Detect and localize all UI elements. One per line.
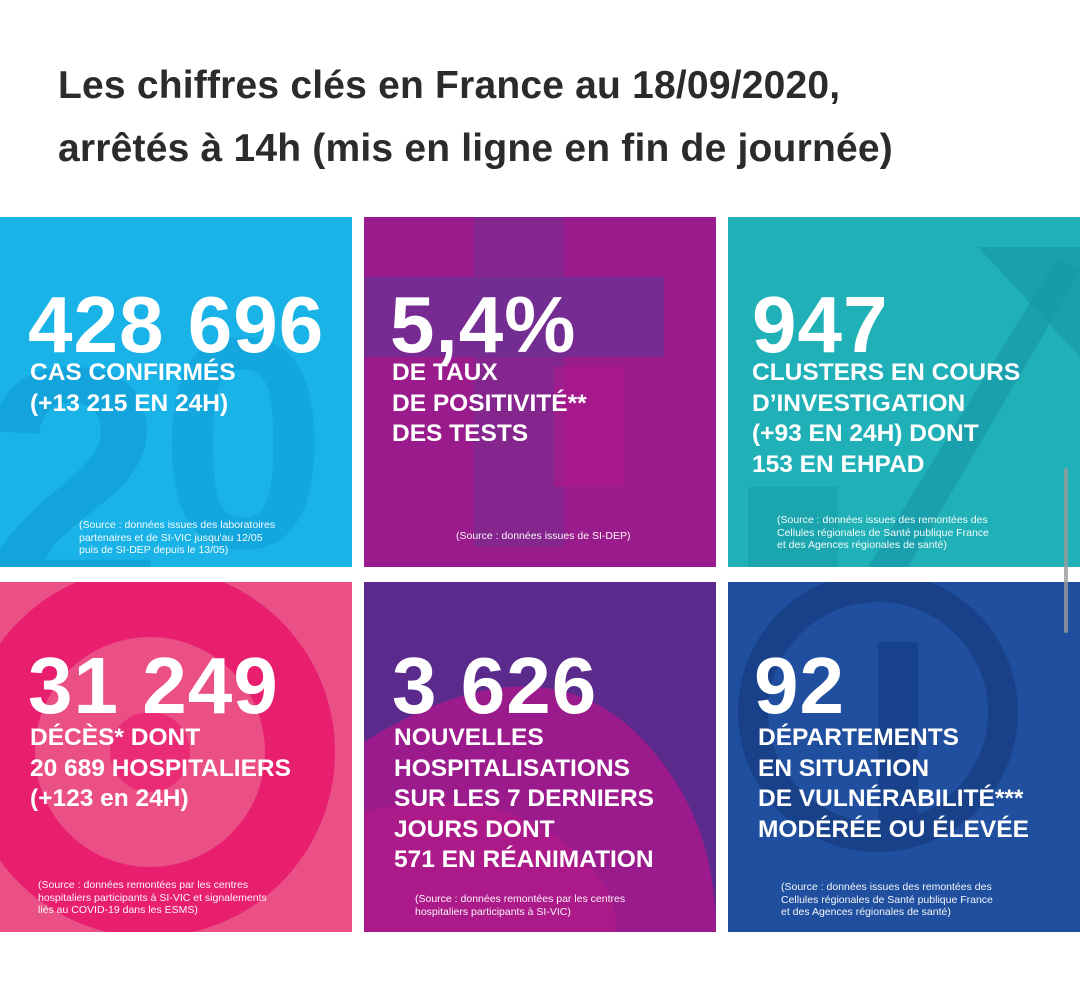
deaths-source-line: (Source : données remontées par les cent… xyxy=(38,879,249,891)
cases-source-line: partenaires et de SI-VIC jusqu'au 12/05 xyxy=(79,531,263,544)
deaths-value: 31 249 xyxy=(28,641,279,730)
swoosh-decoration xyxy=(364,686,716,932)
decorative-background: 2 0 xyxy=(0,275,327,567)
cases-source-line: puis de SI-DEP depuis le 13/05) xyxy=(79,544,229,556)
departments-label-line: EN SITUATION xyxy=(758,754,930,782)
hospitalisations-label-line: NOUVELLES xyxy=(394,724,544,751)
tile-deaths: 31 249 DÉCÈS* DONT 20 689 HOSPITALIERS (… xyxy=(0,582,352,932)
scrollbar[interactable] xyxy=(1064,468,1068,633)
departments-label-line: MODÉRÉE OU ÉLEVÉE xyxy=(758,815,1029,843)
tile-departments: 92 DÉPARTEMENTS EN SITUATION DE VULNÉRAB… xyxy=(728,582,1080,932)
cases-label-line: (+13 215 EN 24H) xyxy=(30,389,229,417)
hospitalisations-source-line: hospitaliers participants à SI-VIC) xyxy=(415,905,571,918)
cases-value: 428 696 xyxy=(28,280,325,369)
clusters-value: 947 xyxy=(752,280,889,369)
positivity-label-line: DE POSITIVITÉ** xyxy=(392,389,587,417)
departments-label-line: DÉPARTEMENTS xyxy=(758,724,960,751)
positivity-source-line: (Source : données issues de SI-DEP) xyxy=(456,530,631,542)
cases-label-line: CAS CONFIRMÉS xyxy=(30,359,236,386)
clusters-label-line: 153 EN EHPAD xyxy=(752,450,925,478)
departments-value: 92 xyxy=(754,641,845,730)
info-circle-decoration xyxy=(738,582,1018,852)
arrow-decoration xyxy=(748,247,1080,567)
page-title: Les chiffres clés en France au 18/09/202… xyxy=(58,54,1058,180)
clusters-label-line: (+93 EN 24H) DONT xyxy=(752,420,979,447)
title-line-2: arrêtés à 14h (mis en ligne en fin de jo… xyxy=(58,127,893,170)
clusters-source-line: (Source : données issues des remontées d… xyxy=(777,514,988,526)
hospitalisations-value: 3 626 xyxy=(392,641,598,730)
hospitalisations-label-line: 571 EN RÉANIMATION xyxy=(394,846,654,873)
tile-confirmed-cases: 2 0 428 696 CAS CONFIRMÉS (+13 215 EN 24… xyxy=(0,217,352,567)
title-line-1: Les chiffres clés en France au 18/09/202… xyxy=(58,64,841,107)
tile-hospitalisations: 3 626 NOUVELLES HOSPITALISATIONS SUR LES… xyxy=(364,582,716,932)
positivity-value: 5,4% xyxy=(390,280,577,369)
departments-source-line: (Source : données issues des remontées d… xyxy=(781,881,992,893)
hospitalisations-source-line: (Source : données remontées par les cent… xyxy=(415,893,626,905)
departments-source-line: et des Agences régionales de santé) xyxy=(781,906,951,918)
svg-text:0: 0 xyxy=(160,275,327,567)
tile-positivity: 5,4% DE TAUX DE POSITIVITÉ** DES TESTS (… xyxy=(364,217,716,567)
tile-clusters: 947 CLUSTERS EN COURS D’INVESTIGATION (+… xyxy=(728,217,1080,567)
plus-sign-decoration xyxy=(364,217,664,547)
departments-source-line: Cellules régionales de Santé publique Fr… xyxy=(781,893,993,906)
deaths-source-line: liés au COVID-19 dans les ESMS) xyxy=(38,904,198,916)
cases-source-line: (Source : données issues des laboratoire… xyxy=(79,519,276,531)
clusters-label-line: D’INVESTIGATION xyxy=(752,389,966,417)
deaths-label-line: 20 689 HOSPITALIERS xyxy=(30,754,291,782)
hospitalisations-label-line: HOSPITALISATIONS xyxy=(394,754,630,782)
departments-label-line: DE VULNÉRABILITÉ*** xyxy=(758,785,1024,812)
deaths-source-line: hospitaliers participants à SI-VIC et si… xyxy=(38,891,267,904)
clusters-label-line: CLUSTERS EN COURS xyxy=(752,359,1021,386)
deaths-label-line: DÉCÈS* DONT xyxy=(30,724,201,751)
ring-decoration xyxy=(0,582,335,932)
svg-text:2: 2 xyxy=(0,298,164,567)
positivity-label-line: DE TAUX xyxy=(392,359,498,386)
deaths-label-line: (+123 en 24H) xyxy=(30,785,189,812)
hospitalisations-label-line: JOURS DONT xyxy=(394,815,555,843)
positivity-label-line: DES TESTS xyxy=(392,420,529,447)
clusters-source-line: Cellules régionales de Santé publique Fr… xyxy=(777,526,989,539)
clusters-source-line: et des Agences régionales de santé) xyxy=(777,539,947,551)
hospitalisations-label-line: SUR LES 7 DERNIERS xyxy=(394,785,655,812)
